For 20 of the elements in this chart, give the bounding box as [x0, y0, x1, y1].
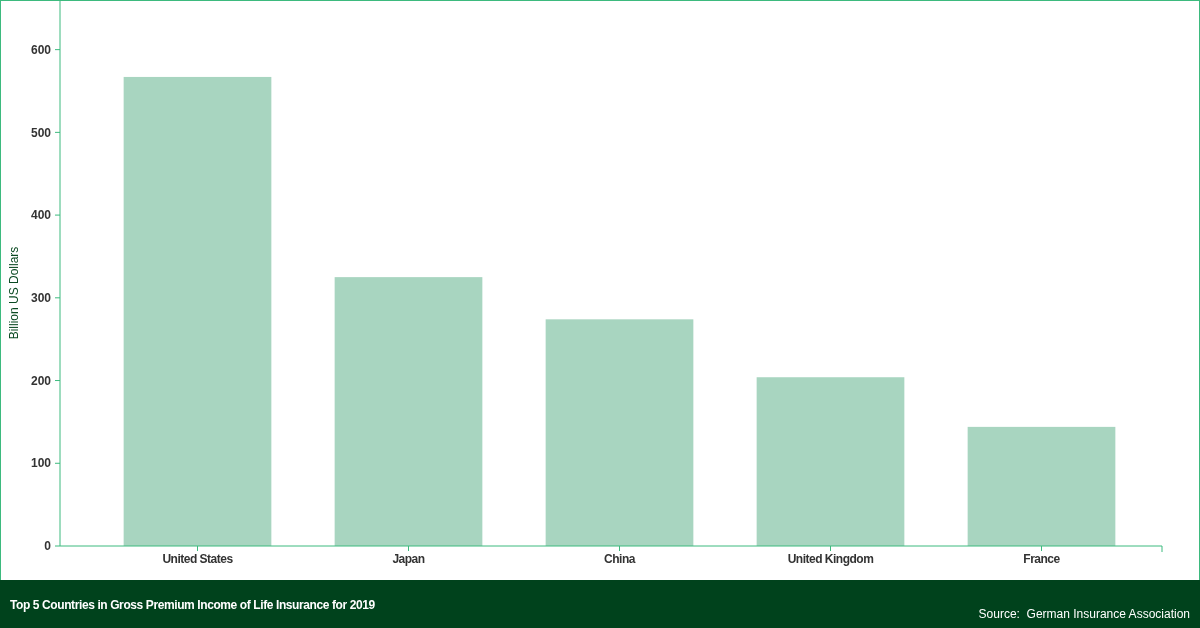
- x-tick-label: France: [1023, 552, 1061, 566]
- source-note: Source: German Insurance Association: [978, 607, 1190, 621]
- x-tick-label: Japan: [392, 552, 425, 566]
- x-tick-label: China: [604, 552, 636, 566]
- x-tick-label: United Kingdom: [787, 552, 874, 566]
- bar: [334, 277, 483, 546]
- y-tick-label: 600: [30, 42, 52, 57]
- y-tick-label: 0: [44, 539, 52, 554]
- y-tick-label: 500: [30, 125, 52, 140]
- y-tick-label: 200: [30, 373, 52, 388]
- bar: [545, 319, 694, 546]
- bar: [123, 76, 272, 546]
- bar: [756, 377, 905, 546]
- x-tick-label: United States: [162, 552, 234, 566]
- y-tick-label: 300: [30, 291, 52, 306]
- bar: [967, 426, 1116, 546]
- y-tick-label: 100: [30, 456, 52, 471]
- y-tick-label: 400: [30, 208, 52, 223]
- text: Top 5 Countries in Gross Premium Income of Life Insurance for 2019: [10, 598, 376, 612]
- y-axis-title: Billion US Dollars: [7, 246, 21, 340]
